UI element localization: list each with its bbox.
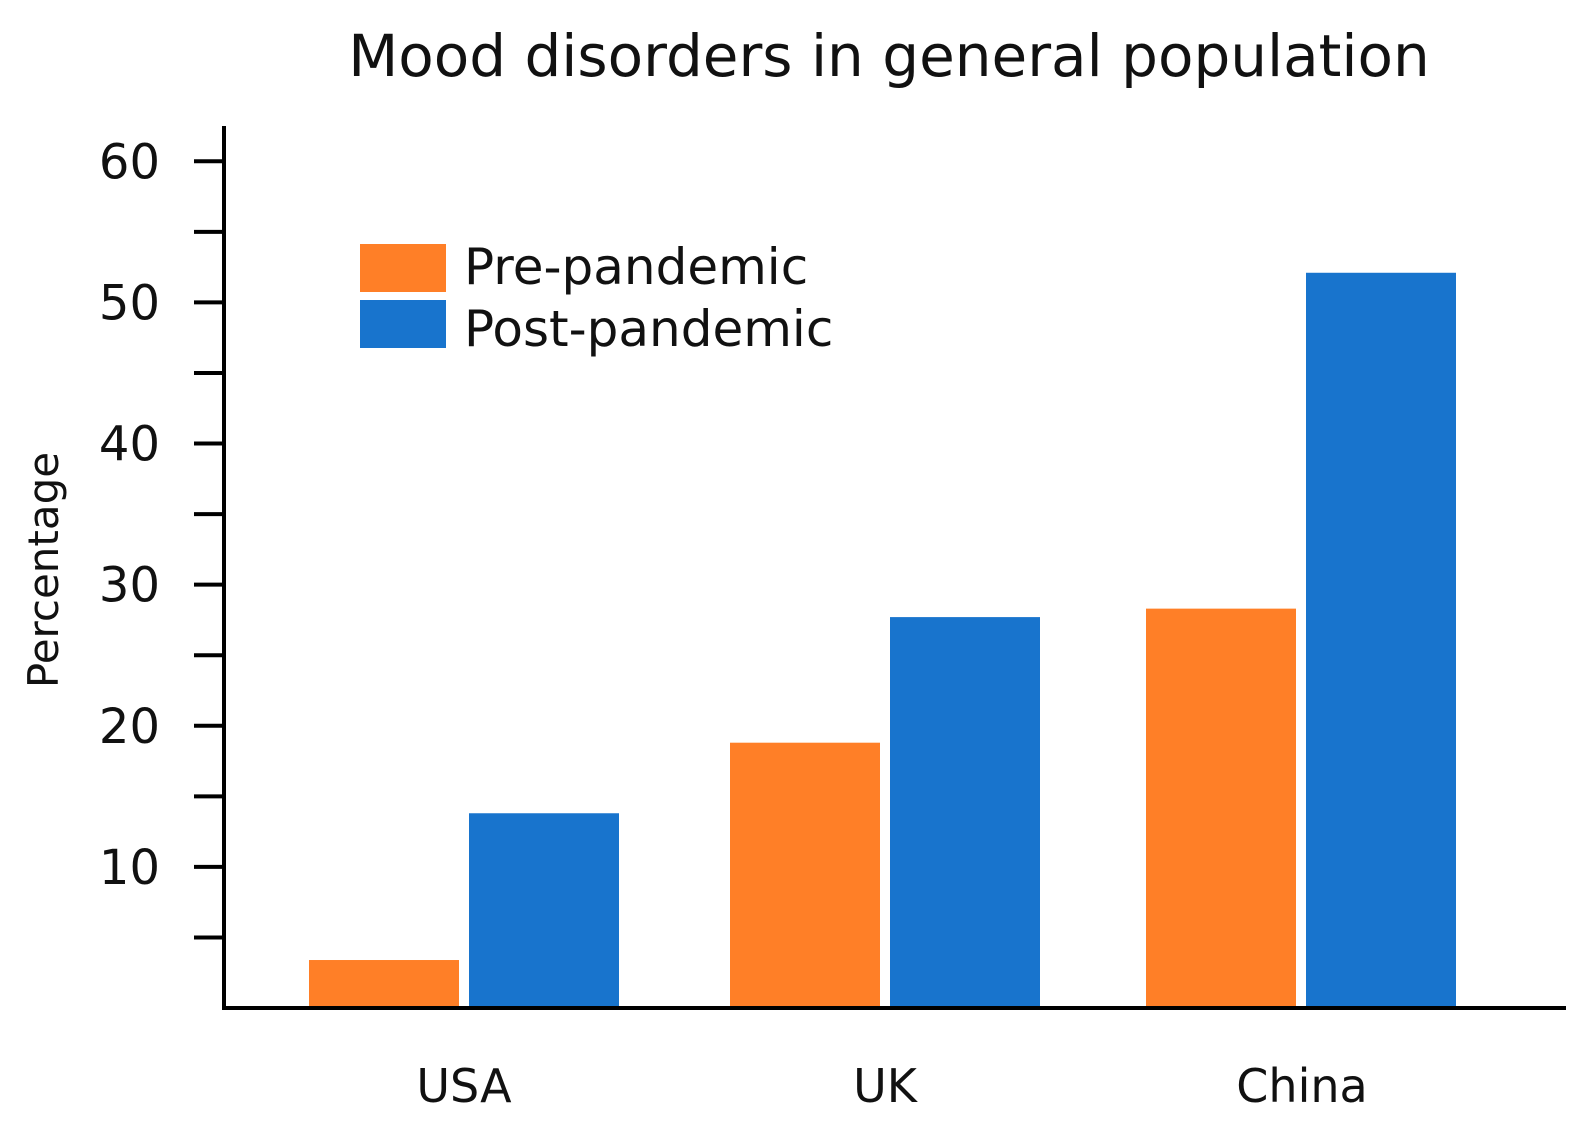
legend-label-pre-pandemic: Pre-pandemic: [464, 238, 808, 296]
legend: Pre-pandemic Post-pandemic: [360, 238, 833, 358]
x-category-label-usa: USA: [416, 1059, 512, 1113]
y-axis-tick-labels: 10 20 30 40 50 60: [99, 134, 160, 896]
legend-swatch-post-pandemic: [360, 300, 446, 348]
y-axis-label: Percentage: [19, 452, 68, 688]
y-axis-ticks: [194, 159, 224, 940]
bar-usa-pre-pandemic: [309, 960, 459, 1008]
y-tick-label-40: 40: [99, 417, 160, 473]
x-category-label-china: China: [1236, 1059, 1367, 1113]
chart-title: Mood disorders in general population: [348, 22, 1430, 90]
bar-china-post-pandemic: [1306, 272, 1456, 1009]
y-tick-label-10: 10: [99, 840, 160, 896]
bars-group: [309, 272, 1456, 1009]
bar-uk-pre-pandemic: [730, 742, 880, 1008]
y-tick-label-30: 30: [99, 558, 160, 614]
y-tick-label-20: 20: [99, 699, 160, 755]
bar-uk-post-pandemic: [890, 617, 1040, 1008]
x-axis-category-labels: USA UK China: [416, 1059, 1367, 1113]
bar-usa-post-pandemic: [469, 813, 619, 1008]
legend-swatch-pre-pandemic: [360, 244, 446, 292]
bar-china-pre-pandemic: [1146, 608, 1296, 1008]
legend-label-post-pandemic: Post-pandemic: [464, 300, 833, 358]
y-tick-label-50: 50: [99, 275, 160, 331]
y-tick-label-60: 60: [99, 134, 160, 190]
x-category-label-uk: UK: [853, 1059, 919, 1113]
